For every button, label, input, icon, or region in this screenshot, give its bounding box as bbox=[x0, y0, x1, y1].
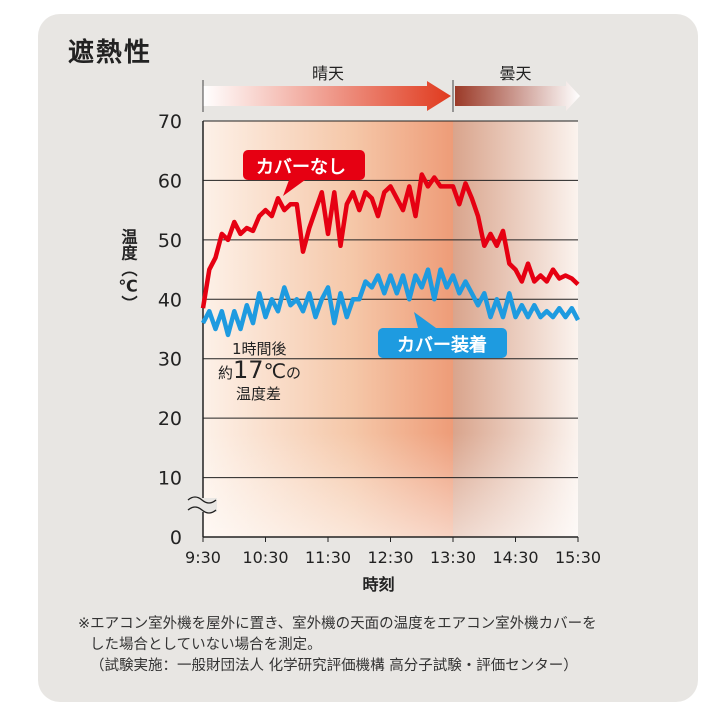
series-line-no-cover bbox=[200, 172, 580, 309]
x-tick-label: 9:30 bbox=[185, 548, 221, 567]
annotation-line2: 約17℃の bbox=[218, 356, 301, 384]
annotation-unit: ℃ bbox=[264, 359, 286, 383]
series-label-with-cover: カバー装着 bbox=[397, 334, 487, 356]
annotation-line1: 1時間後 bbox=[232, 340, 287, 358]
annotation-prefix: 約 bbox=[218, 364, 233, 382]
y-tick-label: 50 bbox=[158, 230, 182, 252]
x-tick-label: 10:30 bbox=[242, 548, 288, 567]
annotation-value: 17 bbox=[233, 356, 264, 384]
y-tick-label: 40 bbox=[158, 289, 182, 311]
x-tick-label: 11:30 bbox=[305, 548, 351, 567]
footnote-line: ※エアコン室外機を屋外に置き、室外機の天面の温度をエアコン室外機カバーを bbox=[78, 616, 597, 632]
axis-break-icon bbox=[187, 496, 217, 514]
callout-with-cover bbox=[378, 312, 507, 358]
chart-title: 遮熱性 bbox=[68, 38, 153, 68]
x-axis-label: 時刻 bbox=[362, 575, 394, 594]
y-tick-label: 0 bbox=[170, 527, 182, 549]
weather-label-cloudy: 曇天 bbox=[499, 64, 531, 83]
x-tick-label: 15:30 bbox=[555, 548, 601, 567]
footnote-line: （試験実施：一般財団法人 化学研究評価機構 高分子試験・評価センター） bbox=[90, 658, 578, 674]
y-tick-label: 60 bbox=[158, 170, 182, 192]
cloudy-arrow bbox=[455, 81, 580, 111]
y-tick-label: 70 bbox=[158, 111, 182, 133]
sunny-arrow bbox=[203, 81, 451, 111]
x-tick-label: 14:30 bbox=[492, 548, 538, 567]
callout-no-cover bbox=[243, 150, 365, 196]
weather-label-sunny: 晴天 bbox=[312, 64, 344, 83]
footnote-line: した場合としていない場合を測定。 bbox=[90, 637, 322, 653]
series-label-no-cover: カバーなし bbox=[256, 157, 346, 178]
y-axis-label: 温度（℃） bbox=[118, 229, 138, 312]
series-line-with-cover bbox=[201, 267, 580, 338]
axis-break-gap bbox=[189, 498, 217, 512]
y-tick-label: 20 bbox=[158, 408, 182, 430]
footnote: ※エアコン室外機を屋外に置き、室外機の天面の温度をエアコン室外機カバーを した場… bbox=[78, 614, 597, 677]
y-tick-label: 30 bbox=[158, 349, 182, 371]
x-tick-label: 13:30 bbox=[430, 548, 476, 567]
y-tick-label: 10 bbox=[158, 468, 182, 490]
annotation-line3: 温度差 bbox=[236, 385, 281, 403]
annotation-suffix: の bbox=[286, 364, 301, 382]
x-tick-label: 12:30 bbox=[367, 548, 413, 567]
